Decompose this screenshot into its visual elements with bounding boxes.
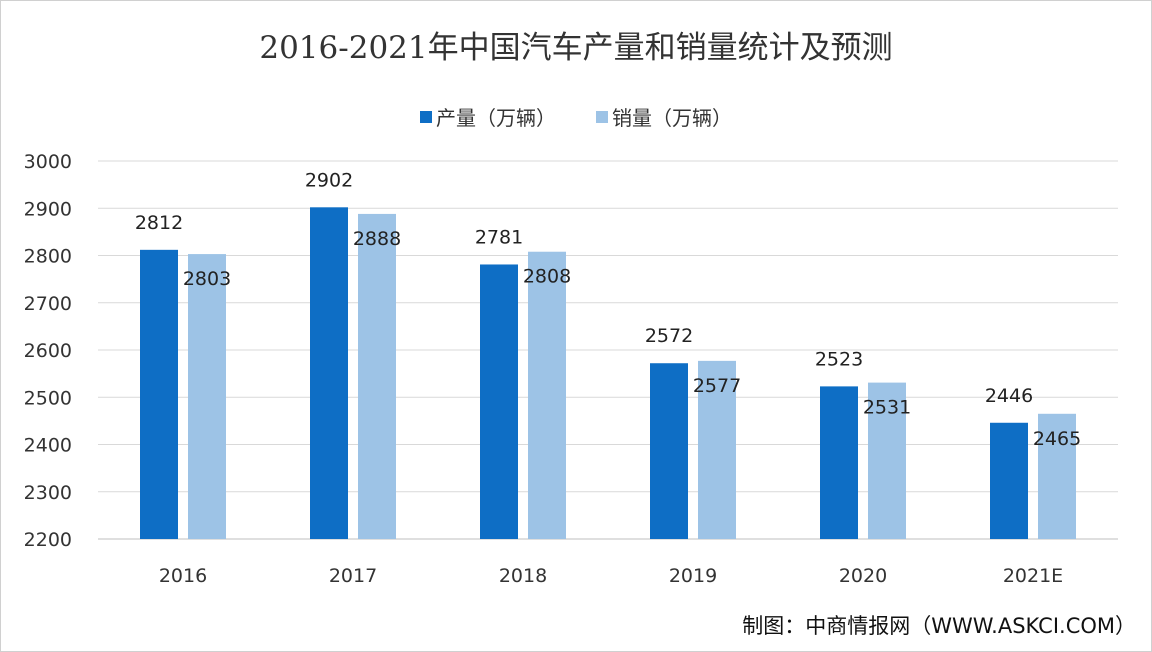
y-tick-label: 2200 (24, 529, 72, 551)
bar-production (990, 422, 1028, 539)
chart-title: 2016-2021年中国汽车产量和销量统计及预测 (259, 30, 893, 66)
bar-sales (868, 382, 906, 539)
bar-sales (1038, 413, 1076, 539)
data-label-production: 2902 (305, 169, 353, 191)
data-label-sales: 2465 (1033, 428, 1081, 450)
bar-sales (528, 251, 566, 539)
y-tick-label: 2400 (24, 435, 72, 457)
legend-label-sales: 销量（万辆） (612, 106, 732, 130)
source-credit: 制图：中商情报网（WWW.ASKCI.COM） (742, 614, 1136, 638)
bar-production (480, 264, 518, 539)
bar-production (820, 386, 858, 539)
legend-item-production: 产量（万辆） (420, 102, 556, 131)
legend: 产量（万辆） 销量（万辆） (0, 102, 1152, 131)
data-label-sales: 2808 (523, 266, 571, 288)
y-tick-label: 2800 (24, 246, 72, 268)
legend-item-sales: 销量（万辆） (596, 102, 732, 131)
y-tick-label: 2300 (24, 482, 72, 504)
x-tick-label: 2021E (1003, 565, 1063, 587)
legend-swatch-production (420, 110, 432, 123)
x-tick-label: 2019 (669, 565, 717, 587)
bar-production (650, 363, 688, 539)
data-label-production: 2781 (475, 226, 523, 248)
y-tick-label: 2600 (24, 340, 72, 362)
bar-sales (358, 213, 396, 540)
bar-production (140, 249, 178, 539)
x-tick-label: 2020 (839, 565, 887, 587)
data-label-production: 2446 (985, 385, 1033, 407)
data-label-sales: 2803 (183, 268, 231, 290)
x-tick-label: 2017 (329, 565, 377, 587)
x-tick-label: 2016 (159, 565, 207, 587)
data-label-sales: 2577 (693, 375, 741, 397)
y-tick-label: 2700 (24, 293, 72, 315)
data-label-production: 2523 (815, 348, 863, 370)
bar-sales (698, 360, 736, 539)
legend-label-production: 产量（万辆） (436, 106, 556, 130)
x-tick-label: 2018 (499, 565, 547, 587)
data-label-sales: 2888 (353, 228, 401, 250)
y-tick-label: 2900 (24, 198, 72, 220)
bar-production (310, 207, 348, 539)
y-tick-label: 2500 (24, 387, 72, 409)
data-label-production: 2812 (135, 212, 183, 234)
y-tick-label: 3000 (24, 151, 72, 173)
data-label-production: 2572 (645, 325, 693, 347)
legend-swatch-sales (596, 110, 608, 123)
bar-sales (188, 254, 226, 539)
data-label-sales: 2531 (863, 397, 911, 419)
